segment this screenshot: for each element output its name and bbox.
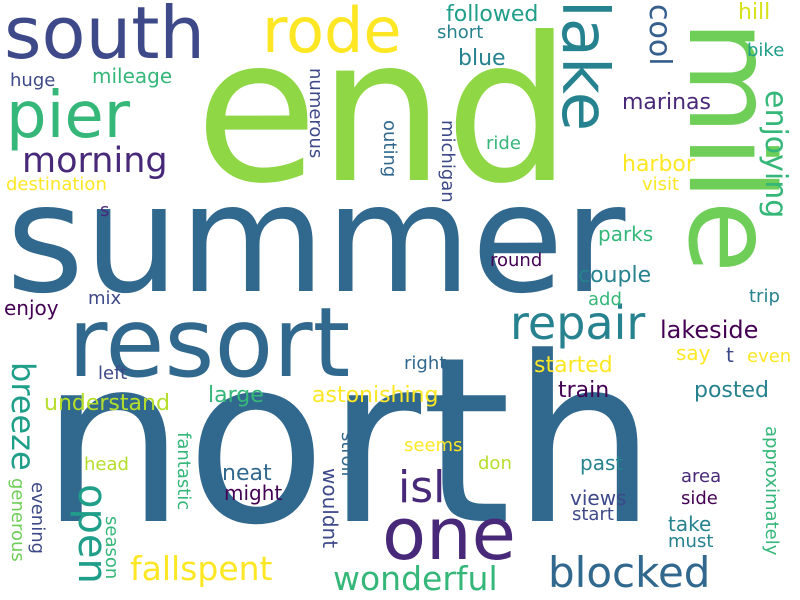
word-large: large xyxy=(208,383,264,408)
word-blue: blue xyxy=(458,46,506,71)
word-add: add xyxy=(588,289,622,310)
word-start: start xyxy=(572,504,614,525)
word-train: train xyxy=(558,378,610,403)
word-lake: lake xyxy=(547,0,621,132)
word-marinas: marinas xyxy=(622,90,711,115)
word-bike: bike xyxy=(747,40,785,61)
word-posted: posted xyxy=(694,378,770,403)
word-round: round xyxy=(490,250,543,271)
word-outing: outing xyxy=(379,120,400,178)
word-enjoy: enjoy xyxy=(4,296,59,320)
word-isl: isl xyxy=(398,462,446,513)
word-summer: summer xyxy=(6,153,626,327)
word-harbor: harbor xyxy=(622,152,695,177)
word-evening: evening xyxy=(27,482,48,555)
word-lakeside: lakeside xyxy=(660,316,759,344)
word-blocked: blocked xyxy=(548,548,711,597)
word-hill: hill xyxy=(738,0,771,25)
word-visit: visit xyxy=(642,174,680,195)
word-say: say xyxy=(676,341,711,365)
word-destination: destination xyxy=(6,174,107,195)
word-numerous: numerous xyxy=(305,68,326,159)
word-wouldnt: wouldnt xyxy=(318,468,342,549)
word-morning: morning xyxy=(22,141,168,181)
word-neat: neat xyxy=(222,461,272,486)
word-astonishing: astonishing xyxy=(312,383,439,408)
word-season: season xyxy=(101,516,122,580)
word-past: past xyxy=(580,451,624,475)
word-s: s xyxy=(100,200,110,221)
word-breeze: breeze xyxy=(4,362,42,471)
word-south: south xyxy=(4,0,206,75)
word-followed: followed xyxy=(446,2,539,27)
word-fantastic: fantastic xyxy=(173,432,194,511)
word-parks: parks xyxy=(598,222,654,246)
word-end: end xyxy=(195,0,572,228)
word-trip: trip xyxy=(749,286,780,307)
word-resort: resort xyxy=(68,287,351,399)
word-must: must xyxy=(668,531,714,552)
word-pier: pier xyxy=(6,79,131,153)
word-rode: rode xyxy=(262,0,402,67)
word-repair: repair xyxy=(510,296,646,350)
word-head: head xyxy=(84,454,129,475)
word-right: right xyxy=(404,353,447,374)
word-huge: huge xyxy=(10,70,56,91)
word-take: take xyxy=(668,512,712,536)
word-one: one xyxy=(382,492,516,576)
word-t: t xyxy=(726,343,734,367)
word-wonderful: wonderful xyxy=(333,559,498,598)
word-enjoying: enjoying xyxy=(758,90,793,219)
word-understand: understand xyxy=(44,391,170,416)
word-approximately: approximately xyxy=(761,426,782,556)
word-area: area xyxy=(681,466,722,487)
word-started: started xyxy=(534,353,613,378)
word-views: views xyxy=(570,486,627,510)
word-mix: mix xyxy=(88,288,122,309)
word-cool: cool xyxy=(642,4,677,66)
word-michigan: michigan xyxy=(437,120,458,203)
word-even: even xyxy=(747,346,792,367)
word-generous: generous xyxy=(7,478,28,562)
word-mileage: mileage xyxy=(92,64,173,88)
word-seems: seems xyxy=(404,435,463,456)
word-fallspent: fallspent xyxy=(130,549,273,588)
word-side: side xyxy=(681,488,718,509)
word-might: might xyxy=(224,481,283,505)
word-don: don xyxy=(478,453,512,474)
word-north: north xyxy=(40,309,658,576)
word-couple: couple xyxy=(578,263,652,288)
word-ride: ride xyxy=(486,133,521,154)
word-left: left xyxy=(98,363,128,384)
word-short: short xyxy=(437,22,484,43)
